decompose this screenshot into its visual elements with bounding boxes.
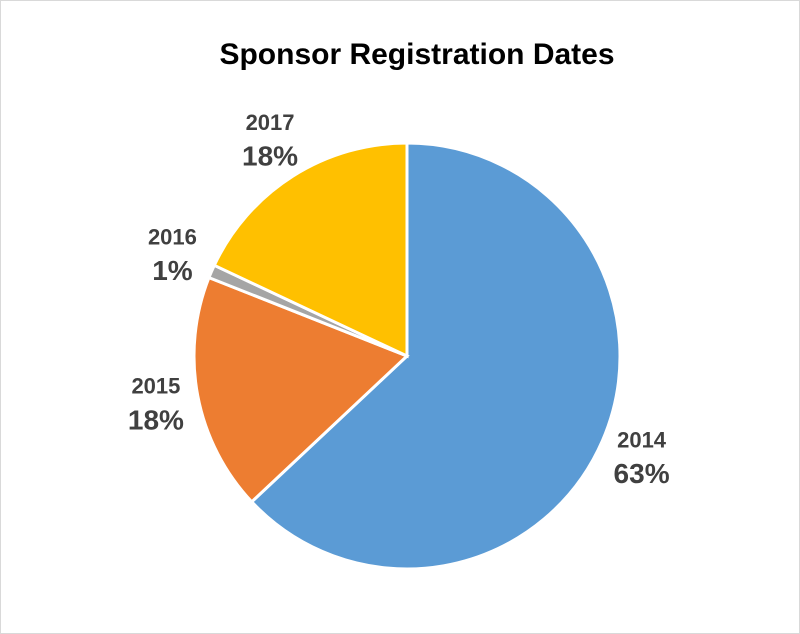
pie-slice	[212, 141, 409, 359]
slice-category-label: 2017	[246, 110, 295, 135]
pie-slice	[249, 141, 622, 571]
slice-category-label: 2016	[148, 224, 197, 249]
slice-category-label: 2014	[617, 427, 667, 452]
slice-value-label: 18%	[242, 141, 298, 172]
chart-title: Sponsor Registration Dates	[219, 38, 614, 71]
slice-value-label: 63%	[614, 458, 670, 489]
slice-category-label: 2015	[131, 374, 180, 399]
pie-slice	[192, 275, 410, 504]
slice-value-label: 18%	[128, 404, 184, 435]
slice-value-label: 1%	[152, 255, 193, 286]
